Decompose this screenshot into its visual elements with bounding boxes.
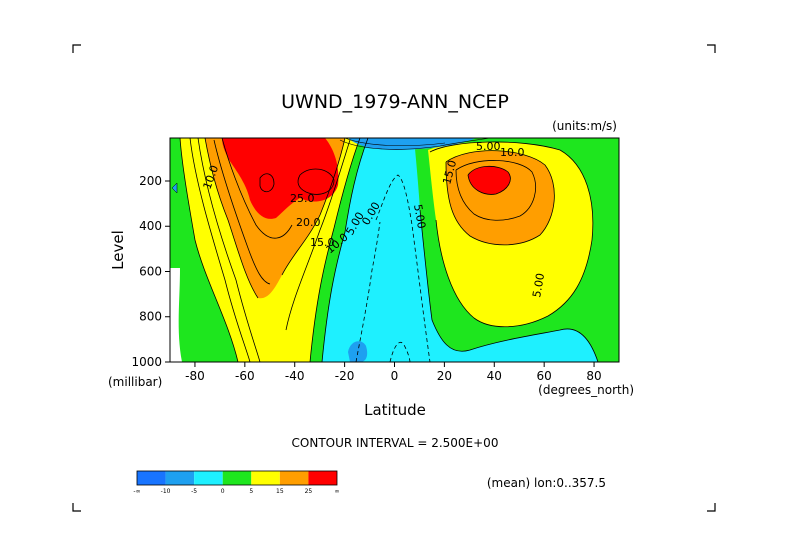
colorbar-label: ∞ — [335, 488, 340, 495]
footnote: (mean) lon:0..357.5 — [487, 476, 606, 490]
colorbar-swatch — [279, 471, 309, 485]
x-tick-label: -20 — [335, 369, 355, 383]
contour-label: 15.0 — [310, 236, 335, 249]
contour-label: 10.0 — [500, 146, 525, 159]
x-tick-label: 60 — [537, 369, 552, 383]
colorbar-label: -5 — [191, 488, 197, 495]
y-tick-label: 600 — [139, 264, 162, 278]
y-tick-label: 400 — [139, 219, 162, 233]
colorbar-swatch — [194, 471, 223, 485]
y-tick-label: 800 — [139, 310, 162, 324]
x-axis-label: Latitude — [364, 401, 426, 419]
label-marker — [171, 182, 178, 194]
colorbar-swatch — [165, 471, 195, 485]
dense-contour-band — [339, 138, 491, 150]
contour-label: 15.0 — [440, 159, 459, 186]
crop-mark-bottom-left — [72, 503, 81, 512]
contour-label: 5.00 — [530, 272, 547, 298]
colorbar-swatch — [308, 471, 337, 485]
x-tick-label: -80 — [185, 369, 205, 383]
band-blue-top-belt — [348, 138, 476, 150]
crop-marks — [72, 44, 716, 512]
contour-label: 20.0 — [296, 216, 321, 229]
colorbar-label: -10 — [161, 488, 171, 495]
colorbar-swatch — [137, 471, 166, 485]
crop-mark-top-right — [707, 44, 716, 53]
x-axis: -80 -60 -40 -20 0 20 40 60 80 — [185, 362, 602, 383]
x-tick-label: -40 — [285, 369, 305, 383]
colorbar-label: 0 — [221, 488, 225, 495]
y-unit-label: (millibar) — [108, 375, 162, 389]
colorbar-swatch — [251, 471, 280, 485]
x-tick-label: 80 — [586, 369, 601, 383]
colorbar-label: 25 — [305, 488, 313, 495]
y-tick-label: 1000 — [131, 355, 162, 369]
band-white-gap — [170, 268, 182, 362]
contour-label-group: 10.0 25.0 20.0 15.0 10.0 5.00 0.00 5.00 … — [201, 140, 548, 299]
crop-mark-bottom-right — [707, 503, 716, 512]
contour-label: 5.00 — [411, 203, 428, 229]
contour-lines-negative — [355, 174, 431, 362]
colorbar: -∞ -10 -5 0 5 15 25 ∞ — [133, 470, 340, 495]
chart-title: UWND_1979-ANN_NCEP — [281, 91, 509, 113]
band-red-south — [222, 138, 339, 219]
contour-interval-text: CONTOUR INTERVAL = 2.500E+00 — [292, 436, 499, 450]
x-tick-label: 40 — [487, 369, 502, 383]
y-axis-label: Level — [109, 230, 127, 270]
y-axis: 200 400 600 800 1000 — [131, 174, 170, 369]
x-unit-label: (degrees_north) — [538, 383, 634, 397]
contour-label: 5.00 — [476, 140, 501, 153]
contour-lines — [179, 138, 599, 362]
units-label: (units:m/s) — [552, 119, 617, 133]
y-tick-label: 200 — [139, 174, 162, 188]
x-tick-label: 20 — [437, 369, 452, 383]
contour-label: 25.0 — [290, 192, 315, 205]
x-tick-label: 0 — [391, 369, 399, 383]
band-red-north — [468, 166, 511, 195]
crop-mark-top-left — [72, 44, 81, 53]
colorbar-label: 5 — [249, 488, 253, 495]
colorbar-frame — [136, 470, 338, 486]
x-tick-label: -60 — [235, 369, 255, 383]
colorbar-label: -∞ — [133, 488, 140, 495]
plot-area: 10.0 25.0 20.0 15.0 10.0 5.00 0.00 5.00 … — [170, 138, 619, 362]
colorbar-label: 15 — [276, 488, 284, 495]
colorbar-swatch — [222, 471, 252, 485]
